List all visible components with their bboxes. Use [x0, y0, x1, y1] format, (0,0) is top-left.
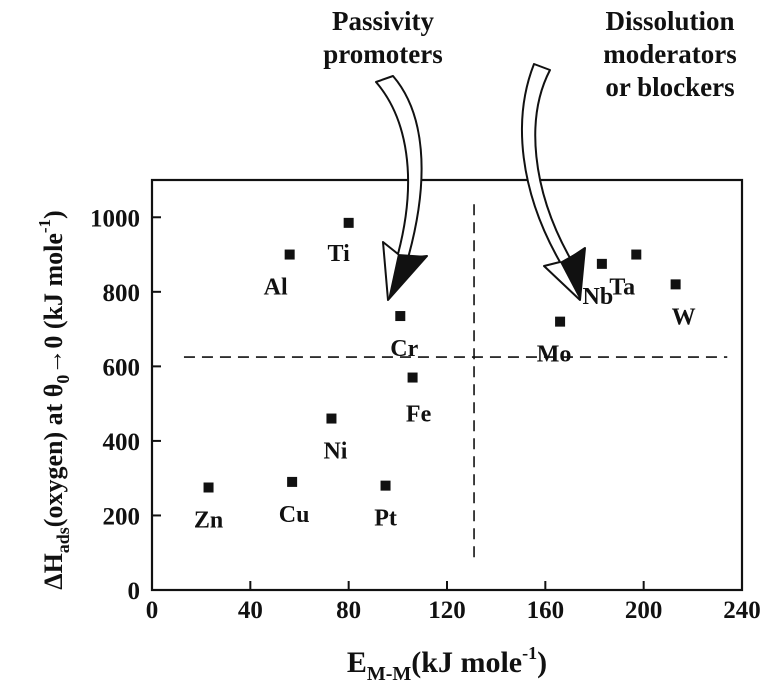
y-tick-label-400: 400: [103, 429, 141, 456]
y-tick-label-200: 200: [103, 503, 141, 530]
annotation-passivity-promoters: Passivity promoters: [323, 6, 442, 69]
x-tick-label-40: 40: [238, 597, 263, 624]
annotation-dissolution-moderators: Dissolution moderators or blockers: [603, 6, 736, 102]
arrow-head-passivity: [388, 254, 427, 300]
y-tick-label-0: 0: [128, 578, 141, 605]
y-axis-label: ΔHads(oxygen) at θ0→0 (kJ mole-1): [35, 210, 73, 589]
data-point-fe: [407, 372, 418, 383]
point-label-fe: Fe: [406, 402, 432, 428]
data-point-pt: [380, 480, 391, 491]
x-tick-label-160: 160: [527, 597, 565, 624]
x-tick-label-120: 120: [428, 597, 466, 624]
point-label-cu: Cu: [279, 502, 310, 528]
data-point-mo: [555, 316, 566, 327]
data-point-ti: [343, 217, 354, 228]
arrow-head-dissolution: [560, 248, 585, 300]
data-point-w: [670, 279, 681, 290]
y-tick-label-1000: 1000: [90, 205, 140, 232]
x-axis-label: EM-M(kJ mole-1): [347, 643, 547, 685]
point-label-cr: Cr: [390, 336, 418, 362]
data-point-nb: [596, 258, 607, 269]
y-tick-label-600: 600: [103, 354, 141, 381]
x-tick-label-240: 240: [723, 597, 761, 624]
x-tick-label-0: 0: [146, 597, 159, 624]
x-tick-label-200: 200: [625, 597, 663, 624]
data-point-ta: [631, 249, 642, 260]
data-point-al: [284, 249, 295, 260]
point-label-ni: Ni: [323, 439, 347, 465]
point-label-ti: Ti: [328, 241, 351, 267]
point-label-ta: Ta: [609, 275, 635, 301]
data-point-ni: [326, 413, 337, 424]
plot-frame: [150, 178, 744, 592]
point-label-nb: Nb: [583, 284, 614, 310]
data-point-zn: [203, 482, 214, 493]
point-label-mo: Mo: [537, 342, 572, 368]
data-point-cu: [287, 476, 298, 487]
point-label-pt: Pt: [374, 506, 397, 532]
x-tick-label-80: 80: [336, 597, 361, 624]
point-label-zn: Zn: [194, 508, 223, 534]
point-label-al: Al: [264, 275, 288, 301]
point-label-w: W: [672, 304, 696, 330]
y-tick-label-800: 800: [103, 280, 141, 307]
data-point-cr: [395, 311, 406, 322]
